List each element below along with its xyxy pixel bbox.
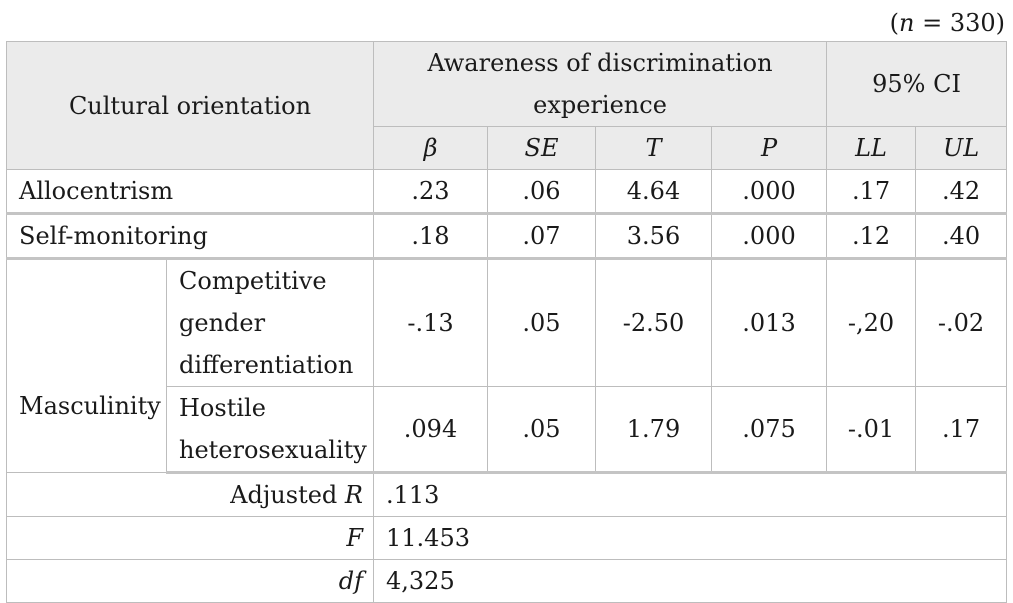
table-row: Allocentrism .23 .06 4.64 .000 .17 .42	[6, 169, 1008, 215]
sample-size-note: (n = 330)	[889, 9, 1005, 37]
regression-table: Cultural orientation Awareness of discri…	[6, 41, 1008, 603]
table-cell: .013	[710, 258, 828, 387]
table-cell: .18	[373, 213, 488, 260]
header-awareness: Awareness of discrimination experience	[372, 41, 828, 127]
header-awareness-line2: experience	[533, 91, 667, 119]
table-cell: .42	[915, 169, 1008, 215]
table-cell: -.02	[915, 258, 1008, 387]
table-cell: .000	[710, 169, 828, 215]
stat-value-f: 11.453	[372, 516, 1008, 560]
table-cell: .17	[915, 386, 1008, 474]
stat-value-adjusted-r: .113	[372, 472, 1008, 517]
row-label-self-monitoring: Self-monitoring	[6, 213, 374, 260]
stat-label-adjusted-r: Adjusted R	[6, 472, 374, 517]
row-label-hostile: Hostile heterosexuality	[166, 386, 374, 474]
table-cell: .094	[373, 386, 488, 474]
table-cell: .12	[826, 213, 917, 260]
table-cell: .000	[710, 213, 828, 260]
header-cultural-orientation: Cultural orientation	[6, 41, 374, 170]
table-cell: -2.50	[595, 258, 712, 387]
header-awareness-line1: Awareness of discrimination	[427, 49, 773, 77]
col-ul: UL	[915, 126, 1008, 170]
table-row: df 4,325	[6, 559, 1008, 603]
table-cell: -.13	[373, 258, 488, 387]
table-row: Self-monitoring .18 .07 3.56 .000 .12 .4…	[6, 213, 1008, 260]
header-ci: 95% CI	[826, 41, 1008, 127]
table-cell: .05	[487, 386, 596, 474]
table-cell: 1.79	[595, 386, 712, 474]
table-cell: 3.56	[595, 213, 712, 260]
table-cell: .06	[487, 169, 596, 215]
table-cell: .23	[373, 169, 488, 215]
stat-label-f: F	[6, 516, 374, 560]
stat-label-df: df	[6, 559, 374, 603]
table-row: F 11.453	[6, 516, 1008, 560]
col-ll: LL	[826, 126, 917, 170]
table-cell: -.01	[826, 386, 917, 474]
col-beta: β	[373, 126, 488, 170]
n-symbol: n	[898, 9, 915, 37]
table-row: Adjusted R .113	[6, 472, 1008, 517]
table-cell: .075	[710, 386, 828, 474]
table-cell: .17	[826, 169, 917, 215]
table-cell: .05	[487, 258, 596, 387]
table-row: Hostile heterosexuality .094 .05 1.79 .0…	[7, 386, 1008, 474]
table-cell: 4.64	[595, 169, 712, 215]
table-cell: -,20	[826, 258, 917, 387]
row-label-allocentrism: Allocentrism	[6, 169, 374, 215]
table-cell: .07	[487, 213, 596, 260]
row-label-competitive: Competitive gender differentiation	[166, 258, 374, 387]
table-cell: .40	[915, 213, 1008, 260]
stat-value-df: 4,325	[372, 559, 1008, 603]
row-label-masculinity: Masculinity	[6, 258, 167, 473]
col-se: SE	[487, 126, 596, 170]
col-p: P	[710, 126, 828, 170]
table-row: Masculinity Competitive gender different…	[6, 258, 1008, 473]
col-t: T	[595, 126, 712, 170]
